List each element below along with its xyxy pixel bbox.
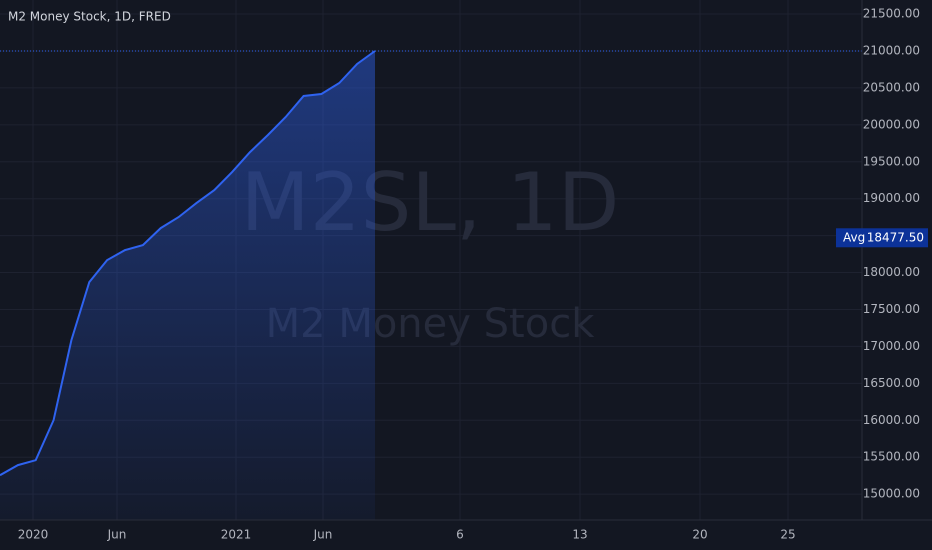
y-tick-label: 17500.00 [863, 302, 920, 316]
y-tick-label: 16000.00 [863, 413, 920, 427]
x-tick-label: 20 [692, 528, 707, 542]
y-tick-label: 18000.00 [863, 265, 920, 279]
x-tick-label: Jun [107, 528, 127, 542]
y-tick-label: 21500.00 [863, 7, 920, 21]
x-tick-label: 2020 [18, 528, 49, 542]
area-fill [0, 51, 375, 520]
x-tick-label: 13 [572, 528, 587, 542]
y-tick-label: 19500.00 [863, 154, 920, 168]
y-tick-label: 16500.00 [863, 376, 920, 390]
avg-label: Avg [843, 230, 865, 244]
x-tick-label: 25 [780, 528, 795, 542]
line [0, 50, 376, 477]
avg-label-box [836, 228, 928, 248]
y-tick-label: 17000.00 [863, 339, 920, 353]
y-tick-label: 20000.00 [863, 117, 920, 131]
chart-title: M2 Money Stock, 1D, FRED [8, 10, 171, 24]
y-tick-label: 15000.00 [863, 487, 920, 501]
x-tick-label: 6 [456, 528, 464, 542]
y-tick-label: 19000.00 [863, 191, 920, 205]
x-tick-label: Jun [313, 528, 333, 542]
y-tick-label: 15500.00 [863, 450, 920, 464]
y-tick-label: 21000.00 [863, 43, 920, 57]
x-tick-label: 2021 [221, 528, 252, 542]
y-tick-label: 20500.00 [863, 80, 920, 94]
avg-value: 18477.50 [867, 230, 924, 244]
